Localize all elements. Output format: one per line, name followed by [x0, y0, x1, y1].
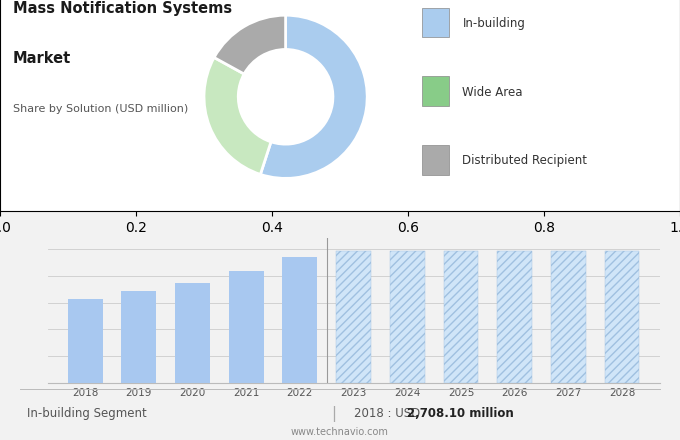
- Bar: [422, 7, 449, 37]
- Text: Share by Solution (USD million): Share by Solution (USD million): [13, 104, 188, 114]
- Text: 2018 : USD: 2018 : USD: [354, 407, 424, 420]
- Text: 2,708.10 million: 2,708.10 million: [407, 407, 513, 420]
- Bar: [422, 76, 449, 106]
- Text: www.technavio.com: www.technavio.com: [291, 427, 389, 437]
- Wedge shape: [214, 15, 286, 74]
- Text: Mass Notification Systems: Mass Notification Systems: [13, 1, 232, 16]
- Wedge shape: [204, 58, 271, 174]
- Text: |: |: [330, 406, 336, 422]
- Bar: [336, 251, 371, 383]
- Bar: [68, 299, 103, 383]
- Bar: [497, 251, 532, 383]
- Bar: [390, 251, 425, 383]
- Bar: [551, 251, 585, 383]
- Bar: [605, 251, 639, 383]
- Wedge shape: [260, 15, 367, 178]
- Text: Market: Market: [13, 51, 71, 66]
- Text: In-building: In-building: [462, 17, 525, 30]
- Bar: [422, 145, 449, 175]
- Bar: [122, 291, 156, 383]
- Bar: [228, 271, 264, 383]
- Text: Distributed Recipient: Distributed Recipient: [462, 154, 588, 167]
- Text: Wide Area: Wide Area: [462, 86, 523, 99]
- Text: In-building Segment: In-building Segment: [27, 407, 147, 420]
- Bar: [175, 283, 210, 383]
- Bar: [282, 257, 318, 383]
- Bar: [443, 251, 479, 383]
